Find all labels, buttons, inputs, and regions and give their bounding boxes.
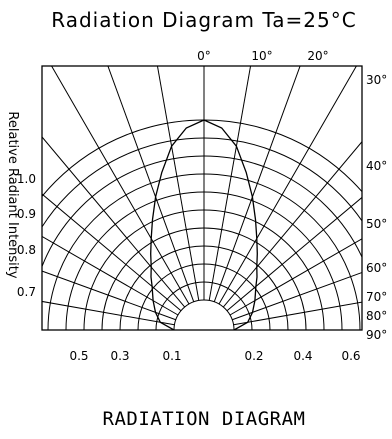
radius-tick-label: 0.4 <box>293 349 312 363</box>
grid-spoke <box>233 301 362 326</box>
angle-tick-label: 30° <box>366 73 387 87</box>
radius-tick-label: 0.1 <box>162 349 181 363</box>
grid-spoke <box>42 235 179 316</box>
radius-tick-label: 1.0 <box>17 172 36 186</box>
chart-footer-label: RADIATION DIAGRAM <box>103 408 306 430</box>
angle-tick-label: 10° <box>251 49 272 63</box>
angle-tick-label: 50° <box>366 217 387 231</box>
angle-tick-label: 20° <box>307 49 328 63</box>
angle-tick-label: 70° <box>366 290 387 304</box>
grid-spoke <box>107 66 195 302</box>
y-axis-label: Relative Radiant Intensity <box>5 111 20 278</box>
grid-spoke <box>222 140 362 308</box>
grid-arc <box>173 299 235 330</box>
grid-spoke <box>42 193 182 312</box>
grid-spoke <box>42 270 176 321</box>
angle-tick-label: 0° <box>197 49 211 63</box>
angle-tick-label: 60° <box>366 261 387 275</box>
grid-spoke <box>51 66 190 305</box>
grid-spoke <box>208 66 252 301</box>
angle-tick-label: 80° <box>366 309 387 323</box>
radiation-curve <box>150 119 258 330</box>
angle-tick-label: 40° <box>366 159 387 173</box>
plot-grid-group <box>42 66 362 330</box>
angle-tick-label: 90° <box>366 328 387 342</box>
grid-spoke <box>218 66 357 305</box>
grid-spoke <box>213 66 301 302</box>
radius-tick-label: 0.7 <box>17 285 36 299</box>
grid-spoke <box>226 196 362 312</box>
grid-arc <box>42 119 362 198</box>
grid-spoke <box>156 66 200 301</box>
radius-tick-label: 0.9 <box>17 207 36 221</box>
grid-spoke <box>232 271 362 321</box>
radius-tick-label: 0.8 <box>17 243 36 257</box>
radius-tick-label: 0.5 <box>69 349 88 363</box>
plot-frame <box>41 65 363 331</box>
radius-tick-label: 0.3 <box>110 349 129 363</box>
radius-tick-label: 0.2 <box>244 349 263 363</box>
radius-tick-label: 0.6 <box>341 349 360 363</box>
chart-title: Radiation Diagram Ta=25°C <box>51 8 356 32</box>
grid-spoke <box>229 238 362 316</box>
grid-spoke <box>42 136 186 308</box>
grid-spoke <box>42 300 175 326</box>
